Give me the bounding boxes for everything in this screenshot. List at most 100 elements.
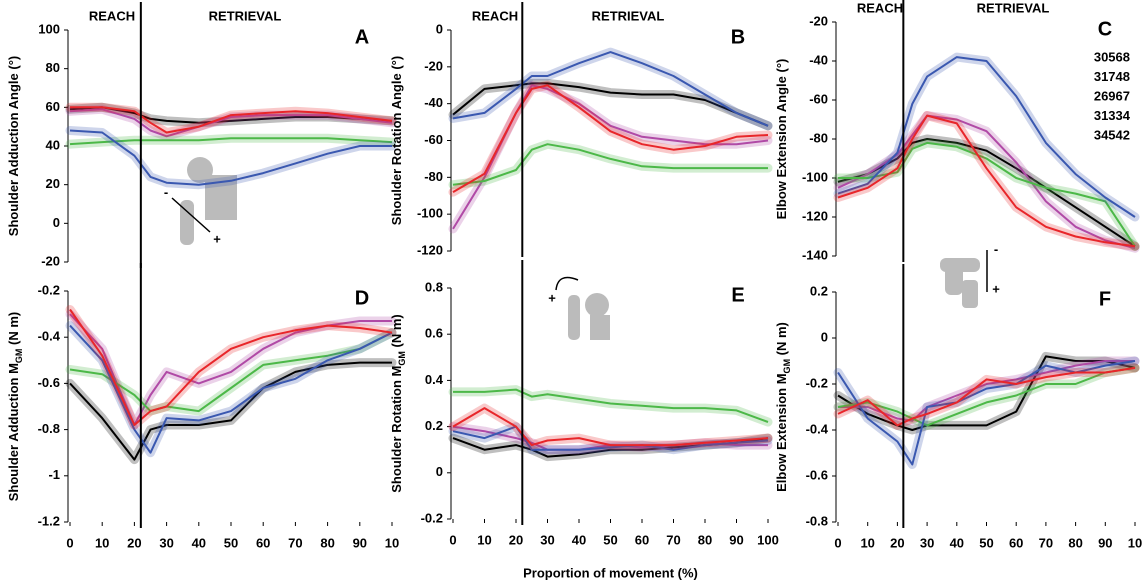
y-tick-label: 60 <box>46 99 60 114</box>
x-tick-label: 70 <box>288 535 302 550</box>
y-tick-label: 20 <box>46 176 60 191</box>
series-line <box>69 137 393 146</box>
legend-entry: 30568 <box>1094 49 1130 64</box>
series-line <box>452 51 769 127</box>
x-tick-label: 70 <box>1039 535 1053 550</box>
y-axis-label-part: GM <box>14 349 24 364</box>
y-tick-label: 100 <box>38 21 60 36</box>
series-band <box>833 363 1140 430</box>
y-tick-label: -120 <box>802 208 828 223</box>
series-line <box>837 366 1136 427</box>
x-tick-label: 10 <box>860 535 874 550</box>
x-tick-label: 60 <box>635 532 649 547</box>
annotation: REACH <box>472 8 518 23</box>
legend-entry: 34542 <box>1094 127 1130 142</box>
icon-sign: - <box>164 184 168 199</box>
y-axis-label-part: (N m) <box>6 312 21 349</box>
y-tick-label: -1.2 <box>38 513 60 528</box>
y-tick-label: -40 <box>424 95 443 110</box>
y-tick-label: 40 <box>46 137 60 152</box>
y-axis-label-part: GM <box>397 351 407 366</box>
series-line <box>838 141 1136 247</box>
y-tick-label: 0 <box>53 215 60 230</box>
y-axis-label-part: Shoulder Adduction Angle (°) <box>6 56 21 236</box>
x-tick-label: 40 <box>950 535 964 550</box>
y-tick-label: -0.2 <box>806 375 828 390</box>
icon-sign: + <box>992 281 1000 296</box>
y-tick-label: -120 <box>417 242 443 257</box>
y-tick-label: -20 <box>41 253 60 268</box>
series-line <box>837 114 1136 248</box>
y-tick-label: 80 <box>46 60 60 75</box>
series-line <box>70 106 393 134</box>
x-tick-label: 50 <box>224 535 238 550</box>
y-tick-label: -140 <box>802 247 828 262</box>
x-tick-label: 20 <box>890 535 904 550</box>
annotation: RETRIEVAL <box>209 8 282 23</box>
series-line <box>69 129 392 186</box>
y-tick-label: -40 <box>809 52 828 67</box>
y-tick-label: 0 <box>436 21 443 36</box>
icon-arrows <box>171 197 988 292</box>
y-tick-label: -0.6 <box>806 467 828 482</box>
icon-sign: + <box>213 231 221 246</box>
x-tick-label: 80 <box>1068 535 1082 550</box>
annotation: RETRIEVAL <box>977 0 1050 15</box>
panel-letter: C <box>1098 18 1112 40</box>
annotation: REACH <box>89 8 135 23</box>
y-tick-label: -20 <box>424 58 443 73</box>
y-axis-label-part: Shoulder Rotation Angle (°) <box>389 56 404 225</box>
x-tick-label: 80 <box>698 532 712 547</box>
series-line <box>452 84 769 193</box>
x-tick-label: 40 <box>192 535 206 550</box>
y-axis-label-part: Shoulder Adduction M <box>6 363 21 501</box>
x-tick-label: 0 <box>66 535 73 550</box>
series-line <box>837 56 1136 218</box>
series-line <box>69 324 393 454</box>
y-tick-label: -0.6 <box>38 375 60 390</box>
y-tick-label: 0 <box>821 329 828 344</box>
y-axis-label-part: Elbow Extension Angle (°) <box>774 59 789 220</box>
series-line <box>452 425 769 451</box>
y-axis-label: Shoulder Adduction Angle (°) <box>6 56 21 236</box>
x-tick-label: 70 <box>666 532 680 547</box>
icon-sign: - <box>994 241 998 256</box>
y-tick-label: 0.6 <box>425 326 443 341</box>
y-axis-label: Shoulder Rotation MGM (N m) <box>389 314 407 492</box>
panel-letter: F <box>1099 288 1111 310</box>
legend-entry: 31748 <box>1094 69 1130 84</box>
series-line <box>837 366 1136 427</box>
x-tick-label: 40 <box>572 532 586 547</box>
y-axis-label-part: (N m) <box>389 314 404 351</box>
series-line <box>69 331 393 413</box>
series-line <box>69 308 393 426</box>
y-tick-label: -60 <box>424 132 443 147</box>
panel-letter: D <box>355 287 369 309</box>
x-tick-label: 10 <box>477 532 491 547</box>
y-tick-label: 0.4 <box>425 372 444 387</box>
y-tick-label: -20 <box>809 13 828 28</box>
y-tick-label: -100 <box>802 169 828 184</box>
x-tick-label: 90 <box>729 532 743 547</box>
x-tick-label: 80 <box>320 535 334 550</box>
y-tick-label: -0.4 <box>806 421 829 436</box>
panel-letter: A <box>355 26 369 48</box>
x-tick-label: 20 <box>509 532 523 547</box>
x-tick-label: 30 <box>159 535 173 550</box>
x-tick-label: 50 <box>603 532 617 547</box>
x-tick-label: 10 <box>1128 535 1142 550</box>
y-axis-label-part: (N m) <box>774 322 789 359</box>
y-tick-label: -1 <box>48 467 60 482</box>
y-axis-label: Elbow Extension Angle (°) <box>774 59 789 220</box>
x-tick-label: 30 <box>920 535 934 550</box>
annotation: REACH <box>857 0 903 15</box>
y-tick-label: 0 <box>436 464 443 479</box>
x-tick-label: 0 <box>449 532 456 547</box>
y-tick-label: -0.2 <box>421 510 443 525</box>
panel-letter: E <box>731 284 744 306</box>
series-line <box>452 143 768 186</box>
y-axis-label-part: Shoulder Rotation M <box>389 366 404 493</box>
y-tick-label: 0.8 <box>425 279 443 294</box>
annotation: RETRIEVAL <box>592 8 665 23</box>
